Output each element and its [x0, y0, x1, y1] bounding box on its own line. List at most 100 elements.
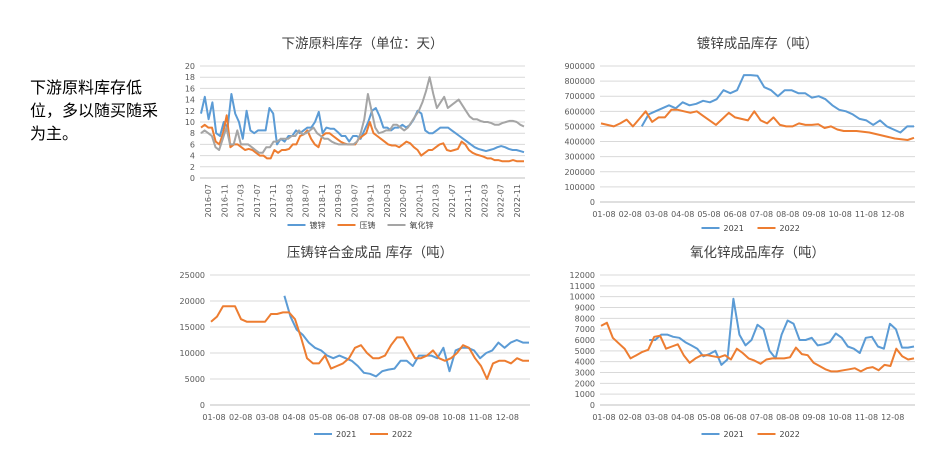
series-line-2022: [210, 305, 529, 380]
chart-zinc-oxide-inventory: 氧化锌成品库存（吨）010002000300040005000600070008…: [570, 245, 915, 439]
y-tick-label: 14: [185, 96, 195, 105]
x-tick-label: 11-08: [855, 413, 878, 422]
legend-label: 2021: [724, 224, 744, 233]
x-tick-label: 2020-07: [399, 184, 408, 217]
x-tick-label: 08-08: [776, 413, 799, 422]
x-tick-label: 03-08: [645, 210, 668, 219]
y-tick-label: 200000: [564, 168, 595, 177]
x-tick-label: 2016-11: [220, 184, 229, 217]
x-tick-label: 06-08: [724, 210, 747, 219]
x-tick-label: 12-08: [881, 413, 904, 422]
series-line-压铸: [200, 114, 524, 163]
x-tick-label: 08-08: [776, 210, 799, 219]
x-tick-label: 2017-11: [269, 184, 278, 217]
x-tick-label: 07-08: [750, 210, 773, 219]
legend-label: 2022: [392, 430, 412, 439]
x-tick-label: 09-08: [416, 413, 439, 422]
x-tick-label: 2021-07: [448, 184, 457, 217]
x-tick-label: 2016-07: [204, 184, 213, 217]
x-tick-label: 2021-03: [432, 184, 441, 217]
y-tick-label: 12: [185, 107, 195, 116]
x-tick-label: 05-08: [309, 413, 332, 422]
x-tick-label: 08-08: [389, 413, 412, 422]
x-tick-label: 2017-03: [237, 184, 246, 217]
x-tick-label: 06-08: [724, 413, 747, 422]
y-tick-label: 9000: [575, 304, 595, 313]
x-tick-label: 02-08: [229, 413, 252, 422]
y-tick-label: 15000: [180, 323, 205, 332]
y-tick-label: 25000: [180, 271, 205, 280]
chart-diecast-alloy-inventory: 压铸锌合金成品 库存（吨） 0 5000 10000 15000 20000 25000 01…: [180, 245, 530, 439]
y-tick-label: 400000: [564, 138, 595, 147]
y-tick-label: 1000: [575, 390, 595, 399]
legend-label: 2021: [724, 430, 744, 439]
x-tick-label: 2022-03: [480, 184, 489, 217]
y-tick-label: 8000: [575, 314, 595, 323]
chart-title: 氧化锌成品库存（吨）: [690, 245, 825, 261]
x-tick-label: 11-08: [469, 413, 492, 422]
legend-label: 2021: [336, 430, 356, 439]
y-tick-label: 500000: [564, 122, 595, 131]
y-tick-label: 6: [190, 140, 195, 149]
series-line-2021: [649, 297, 915, 366]
x-tick-label: 01-08: [592, 210, 615, 219]
chart-title: 压铸锌合金成品 库存（吨）: [287, 245, 453, 261]
chart-title: 镀锌成品库存（吨）: [697, 35, 819, 52]
legend-label: 2022: [780, 224, 800, 233]
y-tick-label: 5000: [575, 347, 595, 356]
y-tick-label: 3000: [575, 369, 595, 378]
x-tick-label: 11-08: [855, 210, 878, 219]
x-tick-label: 2022-11: [513, 184, 522, 217]
x-tick-label: 2022-07: [497, 184, 506, 217]
y-tick-label: 6000: [575, 336, 595, 345]
y-tick-label: 20: [185, 62, 195, 71]
x-tick-label: 2021-11: [464, 184, 473, 217]
x-tick-label: 04-08: [671, 210, 694, 219]
x-tick-label: 2019-03: [334, 184, 343, 217]
series-line-2021: [283, 295, 529, 378]
x-tick-label: 01-08: [202, 413, 225, 422]
x-tick-label: 12-08: [881, 210, 904, 219]
x-tick-label: 12-08: [496, 413, 519, 422]
x-tick-label: 05-08: [697, 413, 720, 422]
y-tick-label: 4000: [575, 358, 595, 367]
x-tick-label: 2017-07: [253, 184, 262, 217]
x-tick-label: 06-08: [336, 413, 359, 422]
legend-label: 2022: [780, 430, 800, 439]
y-tick-label: 2000: [575, 379, 595, 388]
legend-label: 氧化锌: [410, 220, 434, 230]
x-tick-label: 03-08: [256, 413, 279, 422]
x-tick-label: 09-08: [802, 210, 825, 219]
legend-label: 压铸: [360, 220, 376, 230]
series-line-氧化锌: [200, 76, 525, 154]
x-tick-label: 02-08: [619, 210, 642, 219]
series-line-2022: [600, 108, 915, 141]
y-tick-label: 7000: [575, 325, 595, 334]
series-line-2022: [600, 321, 915, 373]
x-tick-label: 07-08: [362, 413, 385, 422]
y-tick-label: 8: [190, 129, 195, 138]
y-tick-label: 0: [200, 401, 205, 410]
x-tick-label: 2019-11: [367, 184, 376, 217]
y-tick-label: 800000: [564, 77, 595, 86]
x-tick-label: 03-08: [645, 413, 668, 422]
y-tick-label: 0: [590, 401, 595, 410]
x-tick-label: 2018-07: [302, 184, 311, 217]
y-tick-label: 16: [185, 84, 195, 93]
chart-raw-material-inventory: 下游原料库存（单位：天） 0 2 4 6 8 10 12 14 16 18 20 2016-07 2016…: [185, 36, 525, 230]
chart-title: 下游原料库存（单位：天）: [282, 36, 444, 52]
y-tick-label: 4: [190, 152, 195, 161]
x-tick-label: 2018-03: [285, 184, 294, 217]
x-tick-label: 2020-03: [383, 184, 392, 217]
series-line-2021: [640, 74, 914, 134]
y-tick-label: 10: [185, 118, 195, 127]
chart-galvanized-product-inventory: 镀锌成品库存（吨） 0 100000 200000 300000 400000 500000…: [564, 35, 915, 233]
y-tick-label: 100000: [564, 183, 595, 192]
y-tick-label: 700000: [564, 92, 595, 101]
y-tick-label: 2: [190, 163, 195, 172]
x-tick-label: 10-08: [829, 210, 852, 219]
x-tick-label: 01-08: [592, 413, 615, 422]
y-tick-label: 10000: [180, 349, 205, 358]
y-tick-label: 0: [190, 174, 195, 183]
x-tick-label: 05-08: [697, 210, 720, 219]
